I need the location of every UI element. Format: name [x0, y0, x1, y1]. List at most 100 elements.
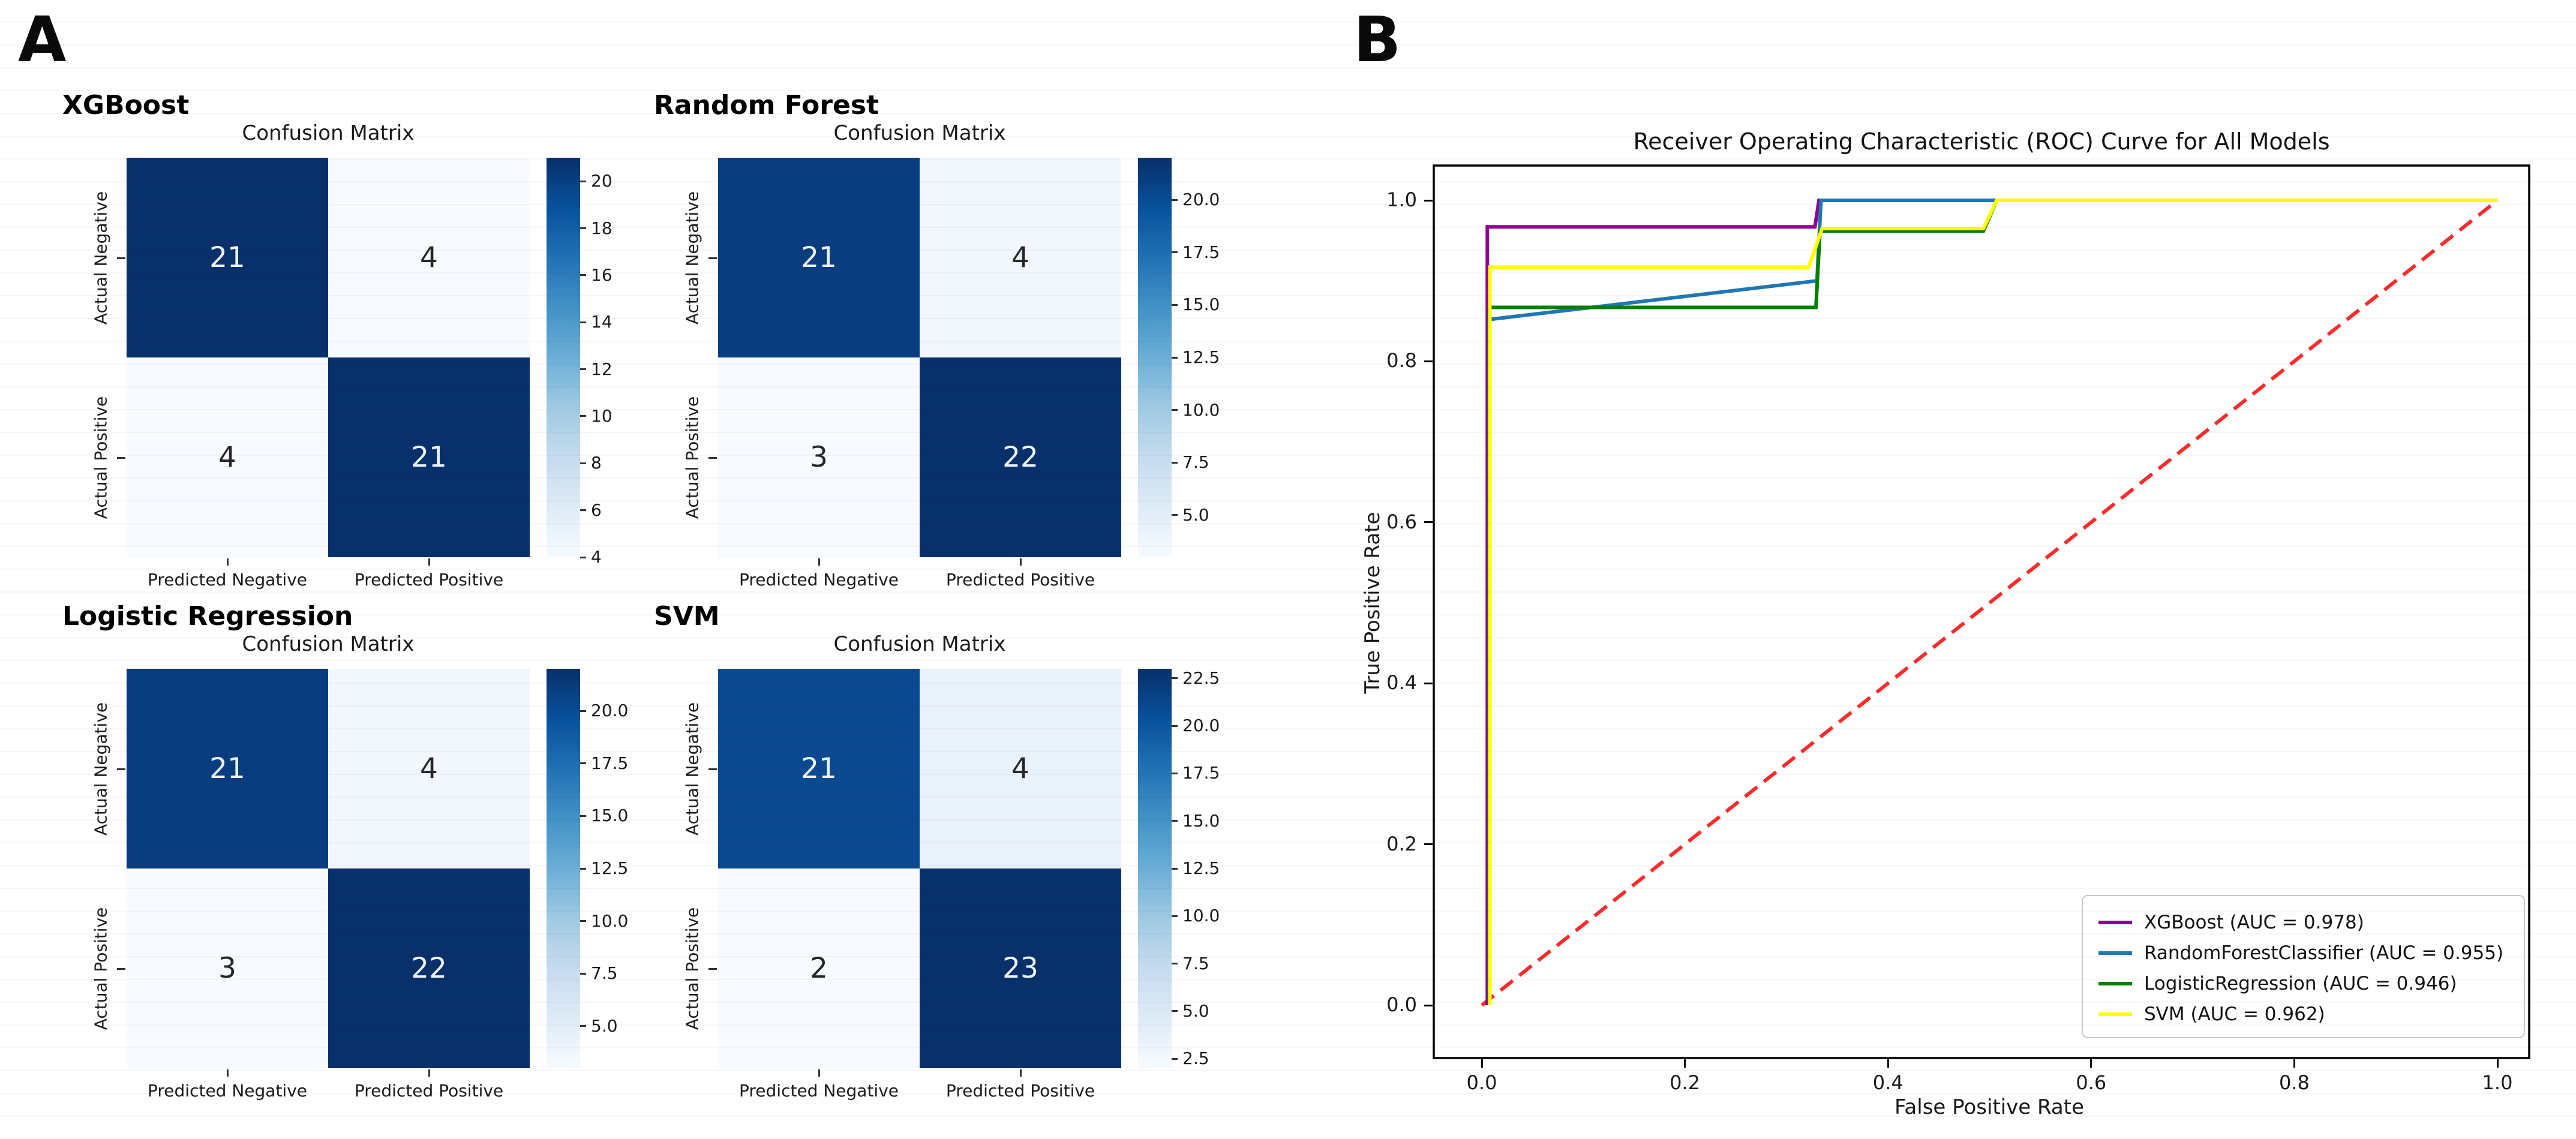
- roc-curves-canvas: [1433, 164, 2530, 1059]
- colorbar-tick: [580, 815, 586, 817]
- heatmap-cell: 21: [328, 357, 530, 557]
- colorbar: [1138, 158, 1172, 557]
- heatmap-cell: 4: [328, 669, 530, 868]
- colorbar-tick-label: 20.0: [1182, 190, 1220, 210]
- colorbar-tick: [1172, 1057, 1178, 1060]
- colorbar-tick: [580, 509, 586, 512]
- x-axis-col-label: Predicted Negative: [739, 570, 899, 590]
- colorbar-tick-label: 17.5: [1182, 242, 1220, 262]
- y-tick-label: 0.2: [1386, 832, 1417, 855]
- colorbar-tick: [580, 462, 586, 464]
- colorbar-tick-label: 20.0: [1182, 716, 1220, 736]
- colorbar-tick: [1172, 772, 1178, 774]
- axis-tick: [428, 1069, 430, 1077]
- axis-tick: [708, 967, 717, 970]
- y-tick-label: 0.8: [1386, 349, 1417, 372]
- roc-curve-randomforestclassifier: [1487, 199, 2497, 1005]
- roc-curve-svm: [1488, 199, 2497, 1005]
- colorbar-tick: [1172, 677, 1178, 680]
- x-axis-tick: [1887, 1059, 1889, 1068]
- heatmap-cell: 22: [920, 357, 1121, 557]
- heatmap-cell: 4: [328, 158, 530, 357]
- colorbar-tick: [580, 1025, 586, 1027]
- legend-line-swatch: [2098, 920, 2132, 924]
- x-axis-tick: [2496, 1059, 2499, 1068]
- colorbar: [1138, 669, 1172, 1068]
- colorbar-tick: [580, 227, 586, 230]
- confusion-matrix-random-forest: Random Forest Confusion Matrix 21 4 3 22…: [592, 90, 1257, 618]
- colorbar-tick-label: 12.5: [591, 858, 629, 878]
- y-axis-tick: [1424, 682, 1433, 684]
- legend-line-swatch: [2098, 1012, 2132, 1016]
- chart-title: Confusion Matrix: [242, 121, 415, 145]
- colorbar-tick: [1172, 820, 1178, 822]
- heatmap: 21 4 3 22: [127, 669, 530, 1068]
- y-axis-tick: [1424, 199, 1433, 202]
- y-tick-label: 0.0: [1386, 993, 1417, 1016]
- colorbar-tick-label: 12.5: [1182, 347, 1220, 367]
- legend-label: SVM (AUC = 0.962): [2144, 1003, 2325, 1025]
- x-tick-label: 0.4: [1872, 1071, 1904, 1094]
- colorbar-tick-label: 15.0: [591, 806, 629, 826]
- subplot-model-title: SVM: [654, 601, 720, 632]
- x-tick-label: 1.0: [2482, 1071, 2513, 1094]
- colorbar-tick: [580, 368, 586, 371]
- colorbar-tick-label: 7.5: [1182, 953, 1209, 973]
- legend-line-swatch: [2098, 981, 2132, 985]
- panel-a-label: A: [18, 3, 67, 76]
- axis-tick: [226, 1069, 229, 1077]
- axis-tick: [818, 558, 820, 566]
- y-axis-tick: [1424, 843, 1433, 846]
- x-tick-label: 0.8: [2278, 1071, 2310, 1094]
- colorbar-tick: [580, 180, 586, 182]
- legend-line-swatch: [2098, 951, 2132, 955]
- roc-curve-logisticregression: [1487, 199, 2497, 1005]
- y-axis-tick: [1424, 521, 1433, 524]
- colorbar-tick-label: 7.5: [1182, 452, 1209, 473]
- colorbar: [547, 158, 580, 557]
- colorbar-tick-label: 17.5: [1182, 763, 1220, 783]
- x-axis-col-label: Predicted Negative: [739, 1081, 899, 1101]
- colorbar-tick-label: 10.0: [591, 910, 629, 931]
- roc-plot: Receiver Operating Characteristic (ROC) …: [1361, 128, 2530, 1119]
- colorbar-tick-label: 5.0: [591, 1015, 618, 1036]
- colorbar-tick-label: 7.5: [591, 963, 618, 984]
- y-axis-row-label: Actual Positive: [682, 396, 702, 519]
- colorbar-tick-label: 5.0: [1182, 504, 1209, 525]
- chart-title: Confusion Matrix: [242, 632, 415, 656]
- colorbar-tick-label: 6: [591, 500, 602, 520]
- colorbar-tick-label: 12.5: [1182, 858, 1220, 878]
- colorbar-tick-label: 20: [591, 171, 613, 191]
- axis-tick: [117, 456, 125, 459]
- x-axis-tick: [2090, 1059, 2092, 1068]
- axis-tick: [1019, 1069, 1022, 1077]
- y-axis-row-label: Actual Negative: [91, 702, 111, 836]
- heatmap-cell: 21: [718, 158, 920, 357]
- colorbar-tick-label: 15.0: [1182, 294, 1220, 315]
- colorbar: [547, 669, 580, 1068]
- y-axis-row-label: Actual Positive: [91, 396, 111, 519]
- heatmap: 21 4 4 21: [127, 158, 530, 557]
- confusion-matrix-logistic-regression: Logistic Regression Confusion Matrix 21 …: [0, 601, 666, 1129]
- heatmap-cell: 4: [920, 158, 1121, 357]
- x-axis-tick: [1684, 1059, 1686, 1068]
- colorbar-tick: [1172, 1010, 1178, 1012]
- y-tick-label: 1.0: [1386, 188, 1417, 211]
- x-tick-label: 0.0: [1466, 1071, 1497, 1094]
- colorbar-tick: [1172, 915, 1178, 917]
- x-axis-tick: [2293, 1059, 2295, 1068]
- roc-axes-frame: [1433, 164, 2530, 1059]
- colorbar-tick: [1172, 409, 1178, 411]
- x-tick-label: 0.6: [2076, 1071, 2107, 1094]
- colorbar-tick: [580, 710, 586, 712]
- colorbar-tick: [1172, 199, 1178, 201]
- colorbar-tick-label: 10.0: [1182, 906, 1220, 926]
- y-axis-row-label: Actual Positive: [682, 907, 702, 1030]
- legend-label: LogisticRegression (AUC = 0.946): [2144, 972, 2457, 994]
- x-axis-col-label: Predicted Negative: [148, 1081, 307, 1101]
- heatmap-cell: 4: [920, 669, 1121, 868]
- axis-tick: [708, 456, 717, 459]
- heatmap-cell: 2: [718, 868, 920, 1068]
- heatmap-cell: 3: [718, 357, 920, 557]
